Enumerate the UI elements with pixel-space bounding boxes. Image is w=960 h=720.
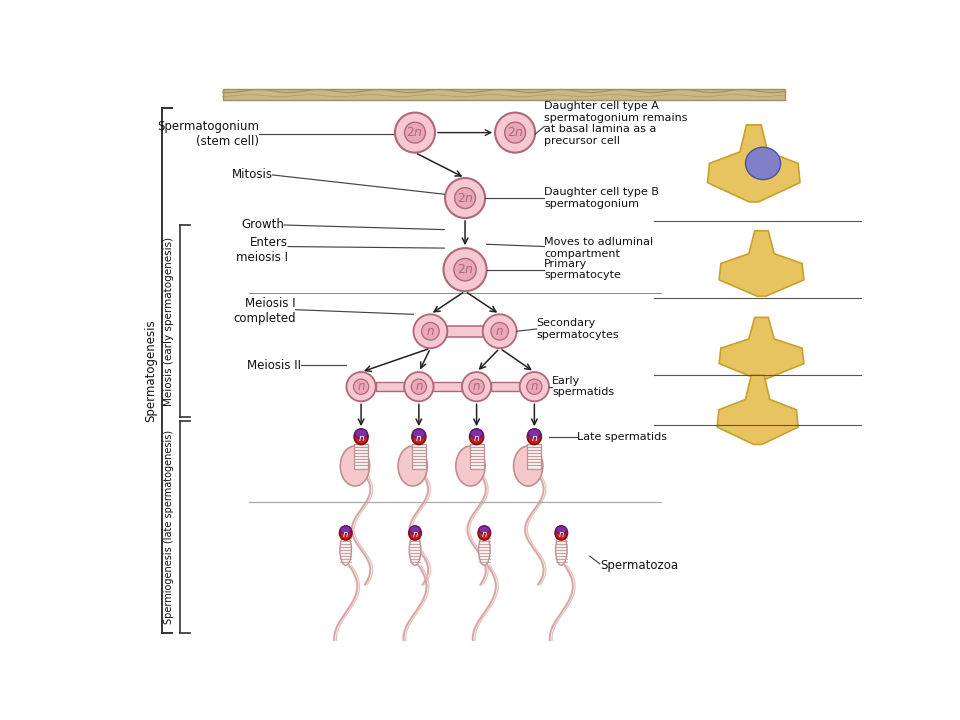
Text: Meiosis (early spermatogenesis): Meiosis (early spermatogenesis) bbox=[164, 237, 175, 406]
Text: Late spermatids: Late spermatids bbox=[577, 432, 666, 442]
Ellipse shape bbox=[354, 429, 368, 444]
Bar bbox=[527, 444, 541, 469]
Ellipse shape bbox=[409, 526, 421, 540]
Polygon shape bbox=[719, 231, 804, 296]
Ellipse shape bbox=[412, 429, 426, 444]
Text: $n$: $n$ bbox=[426, 325, 435, 338]
Polygon shape bbox=[719, 318, 804, 379]
Ellipse shape bbox=[340, 526, 351, 534]
Text: Spermiogenesis (late spermatogenesis): Spermiogenesis (late spermatogenesis) bbox=[164, 430, 175, 624]
Text: $2n$: $2n$ bbox=[457, 263, 473, 276]
Text: Meiosis II: Meiosis II bbox=[247, 359, 301, 372]
Circle shape bbox=[414, 315, 447, 348]
Circle shape bbox=[505, 122, 525, 143]
Text: $n$: $n$ bbox=[530, 380, 539, 393]
Circle shape bbox=[353, 379, 369, 395]
Ellipse shape bbox=[478, 526, 491, 540]
Ellipse shape bbox=[478, 534, 490, 565]
Circle shape bbox=[411, 379, 426, 395]
Circle shape bbox=[483, 315, 516, 348]
Circle shape bbox=[404, 122, 425, 143]
Ellipse shape bbox=[556, 526, 566, 534]
Bar bbox=[412, 444, 426, 469]
Bar bbox=[447, 326, 483, 337]
Text: $n$: $n$ bbox=[481, 530, 488, 539]
Bar bbox=[354, 444, 368, 469]
Circle shape bbox=[454, 258, 476, 281]
Text: $2n$: $2n$ bbox=[406, 126, 423, 139]
Circle shape bbox=[455, 188, 475, 209]
Ellipse shape bbox=[410, 526, 420, 534]
Ellipse shape bbox=[514, 446, 542, 486]
Ellipse shape bbox=[409, 534, 420, 565]
Text: $n$: $n$ bbox=[415, 380, 423, 393]
Circle shape bbox=[395, 112, 435, 153]
Circle shape bbox=[421, 323, 440, 340]
Circle shape bbox=[445, 178, 485, 218]
Ellipse shape bbox=[340, 526, 352, 540]
Text: $n$: $n$ bbox=[416, 433, 422, 443]
Text: Daughter cell type A
spermatogonium remains
at basal lamina as a
precursor cell: Daughter cell type A spermatogonium rema… bbox=[544, 101, 688, 145]
Text: Spermatogonium
(stem cell): Spermatogonium (stem cell) bbox=[157, 120, 259, 148]
Circle shape bbox=[462, 372, 492, 401]
Circle shape bbox=[519, 372, 549, 401]
Ellipse shape bbox=[470, 429, 483, 438]
Text: $n$: $n$ bbox=[472, 380, 481, 393]
Text: Growth: Growth bbox=[241, 218, 284, 232]
Text: Early
spermatids: Early spermatids bbox=[552, 376, 614, 397]
Text: Primary
spermatocyte: Primary spermatocyte bbox=[544, 259, 621, 281]
Circle shape bbox=[527, 379, 542, 395]
Text: $n$: $n$ bbox=[531, 433, 538, 443]
Bar bbox=[492, 382, 519, 391]
Text: $n$: $n$ bbox=[558, 530, 564, 539]
Ellipse shape bbox=[527, 429, 541, 444]
Text: $n$: $n$ bbox=[495, 325, 504, 338]
Text: Meiosis I
completed: Meiosis I completed bbox=[233, 297, 296, 325]
Text: Spermatogenesis: Spermatogenesis bbox=[144, 319, 157, 422]
Ellipse shape bbox=[746, 147, 780, 179]
Text: Mitosis: Mitosis bbox=[231, 168, 273, 181]
Text: $n$: $n$ bbox=[357, 433, 365, 443]
Text: Enters
meiosis I: Enters meiosis I bbox=[236, 235, 288, 264]
Bar bbox=[434, 382, 462, 391]
Text: Daughter cell type B
spermatogonium: Daughter cell type B spermatogonium bbox=[544, 187, 660, 209]
Text: Secondary
spermatocytes: Secondary spermatocytes bbox=[537, 318, 619, 340]
Text: $2n$: $2n$ bbox=[507, 126, 523, 139]
Ellipse shape bbox=[398, 446, 427, 486]
Ellipse shape bbox=[556, 534, 567, 565]
Ellipse shape bbox=[456, 446, 485, 486]
Polygon shape bbox=[717, 375, 798, 444]
Bar bbox=[375, 382, 404, 391]
Text: Moves to adluminal
compartment: Moves to adluminal compartment bbox=[544, 238, 654, 259]
Circle shape bbox=[444, 248, 487, 291]
Ellipse shape bbox=[555, 526, 567, 540]
Circle shape bbox=[469, 379, 484, 395]
Circle shape bbox=[404, 372, 434, 401]
Ellipse shape bbox=[479, 526, 490, 534]
Ellipse shape bbox=[413, 429, 425, 438]
Text: $n$: $n$ bbox=[357, 380, 366, 393]
Ellipse shape bbox=[528, 429, 540, 438]
Circle shape bbox=[347, 372, 375, 401]
Bar bbox=[469, 444, 484, 469]
Ellipse shape bbox=[340, 446, 370, 486]
Circle shape bbox=[491, 323, 509, 340]
Polygon shape bbox=[708, 125, 800, 202]
Ellipse shape bbox=[469, 429, 484, 444]
Circle shape bbox=[495, 112, 535, 153]
Bar bbox=[223, 89, 784, 100]
Text: $2n$: $2n$ bbox=[457, 192, 473, 204]
Ellipse shape bbox=[355, 429, 368, 438]
Text: $n$: $n$ bbox=[473, 433, 480, 443]
Text: Spermatozoa: Spermatozoa bbox=[600, 559, 678, 572]
Text: $n$: $n$ bbox=[412, 530, 419, 539]
Ellipse shape bbox=[340, 534, 351, 565]
Text: $n$: $n$ bbox=[343, 530, 349, 539]
